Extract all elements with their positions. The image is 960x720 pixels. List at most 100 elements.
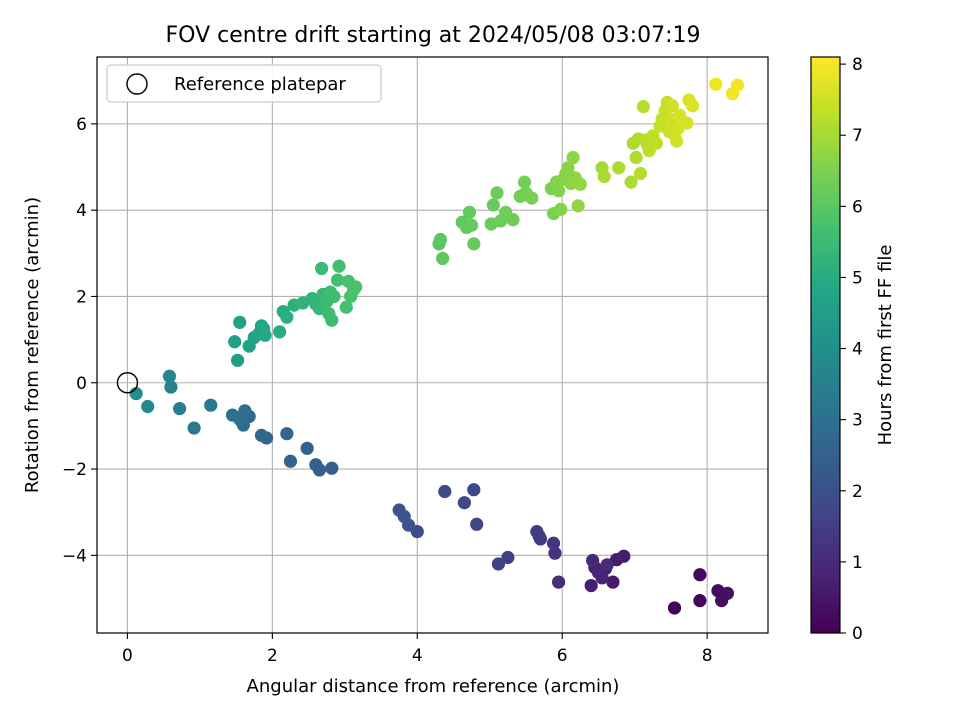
colorbar-tick-label: 0 [852, 624, 863, 644]
data-point [392, 503, 406, 517]
data-point [597, 169, 611, 184]
data-point [612, 161, 626, 175]
data-point [680, 116, 694, 130]
legend-box [106, 64, 382, 103]
data-point [573, 177, 587, 191]
data-point [624, 175, 638, 189]
data-point [491, 557, 506, 571]
colorbar-tick-label: 6 [852, 197, 863, 217]
data-point [561, 161, 575, 175]
data-point [532, 529, 546, 543]
plot-frame [96, 56, 769, 634]
data-point [517, 175, 532, 189]
data-point [606, 575, 620, 589]
data-point [315, 261, 329, 276]
colorbar-ticks: 0 1 2 3 4 5 6 7 8 [840, 55, 863, 644]
data-point [233, 315, 247, 329]
data-point [566, 150, 580, 165]
x-tick-label: 6 [557, 646, 568, 666]
colorbar-frame [810, 56, 841, 634]
reference-platepar-marker [116, 372, 139, 394]
chart-title: FOV centre drift starting at 2024/05/08 … [166, 23, 701, 48]
data-points [129, 77, 745, 615]
data-point [332, 259, 346, 273]
y-tick-label: −4 [62, 546, 87, 566]
data-point [173, 402, 187, 416]
legend-marker-icon [126, 73, 148, 95]
data-point [280, 427, 294, 441]
data-point [187, 421, 201, 435]
legend-label: Reference platepar [174, 74, 346, 95]
data-point [467, 483, 481, 497]
colorbar: 0 1 2 3 4 5 6 7 8 Hours from first FF file [810, 55, 896, 644]
data-point [595, 571, 609, 585]
data-point [486, 198, 500, 212]
colorbar-tick-label: 5 [852, 268, 863, 288]
data-point [162, 369, 177, 383]
data-point [617, 549, 631, 563]
data-point [584, 578, 598, 593]
x-tick-label: 0 [122, 646, 133, 666]
data-point [330, 273, 345, 287]
data-point [730, 78, 745, 92]
x-tick-label: 2 [267, 646, 278, 666]
data-point [228, 335, 242, 349]
x-axis-ticks: 0 2 4 6 8 [122, 633, 713, 666]
y-axis-label: Rotation from reference (arcmin) [22, 197, 43, 493]
x-axis-label: Angular distance from reference (arcmin) [247, 676, 620, 697]
data-point [258, 328, 272, 342]
y-tick-label: 6 [76, 115, 87, 135]
colorbar-gradient [811, 57, 840, 633]
plot-area: 0 2 4 6 8 −4 −2 0 2 4 6 [62, 56, 769, 666]
data-point [649, 136, 664, 150]
data-point [309, 458, 323, 472]
data-point [586, 553, 600, 568]
data-point [433, 232, 448, 247]
data-point [457, 496, 471, 510]
data-point [501, 550, 515, 565]
data-point [548, 546, 562, 560]
data-point [283, 454, 298, 468]
data-point [438, 484, 452, 499]
colorbar-tick-label: 4 [852, 340, 863, 360]
legend: Reference platepar [106, 64, 382, 103]
data-point [633, 166, 648, 181]
y-tick-label: 2 [76, 287, 87, 307]
y-tick-label: 0 [76, 374, 87, 394]
data-point [506, 213, 520, 227]
data-point [204, 398, 218, 412]
data-point [629, 150, 643, 165]
data-point [720, 586, 735, 600]
data-point [551, 184, 566, 198]
data-point [325, 461, 339, 475]
plot-background [97, 57, 768, 633]
y-tick-label: −2 [62, 460, 87, 480]
data-point [436, 251, 450, 266]
data-point [571, 199, 585, 213]
data-point [273, 325, 287, 339]
data-point [665, 99, 679, 113]
data-point [490, 186, 504, 200]
data-point [225, 408, 240, 422]
x-tick-label: 8 [702, 646, 713, 666]
data-point [546, 536, 561, 550]
data-point [462, 205, 477, 219]
reference-marker-group [116, 372, 139, 394]
data-point [554, 202, 568, 216]
data-point [230, 353, 245, 367]
y-axis-ticks: −4 −2 0 2 4 6 [62, 115, 97, 566]
data-point [693, 568, 707, 582]
data-point [254, 428, 269, 442]
data-point [709, 77, 723, 91]
data-point [467, 237, 481, 251]
data-point [339, 300, 353, 314]
data-point [470, 517, 484, 531]
colorbar-tick-label: 3 [852, 411, 863, 431]
data-point [551, 575, 566, 589]
data-point [693, 594, 707, 608]
data-point [686, 99, 700, 113]
colorbar-tick-label: 8 [852, 55, 863, 75]
data-point [280, 310, 294, 324]
data-point [600, 558, 614, 572]
